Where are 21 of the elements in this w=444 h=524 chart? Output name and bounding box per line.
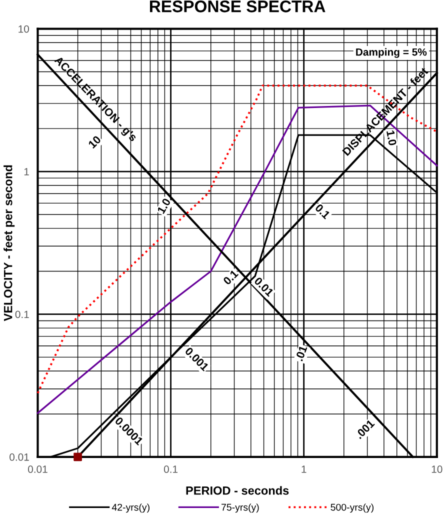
x-tick-label: 0.01 xyxy=(28,466,48,473)
y-tick-label: 10 xyxy=(18,25,29,33)
y-axis-title: VELOCITY - feet per second xyxy=(4,165,15,322)
annotation: .01 xyxy=(295,345,308,362)
annotation: .001 xyxy=(354,419,375,440)
y-tick-label: 0.01 xyxy=(10,453,29,461)
annotation: 0.1 xyxy=(222,269,239,286)
x-tick-label: 10 xyxy=(432,466,442,473)
annotation: 10 xyxy=(88,135,102,149)
annotation: 0.1 xyxy=(314,203,331,220)
y-tick-label: 0.1 xyxy=(15,310,29,318)
legend-label: 75-yrs(y) xyxy=(222,504,259,513)
legend-label: 42-yrs(y) xyxy=(112,504,150,513)
legend-label: 500-yrs(y) xyxy=(330,504,374,513)
annotation: Damping = 5% xyxy=(356,48,427,58)
y-tick-label: 1 xyxy=(24,168,29,176)
x-tick-label: 1 xyxy=(302,466,306,473)
x-tick-label: 0.1 xyxy=(164,466,178,473)
chart-title: RESPONSE SPECTRA xyxy=(150,0,326,12)
x-axis-title: PERIOD - seconds xyxy=(186,486,289,495)
annotation: 1.0 xyxy=(156,198,171,214)
